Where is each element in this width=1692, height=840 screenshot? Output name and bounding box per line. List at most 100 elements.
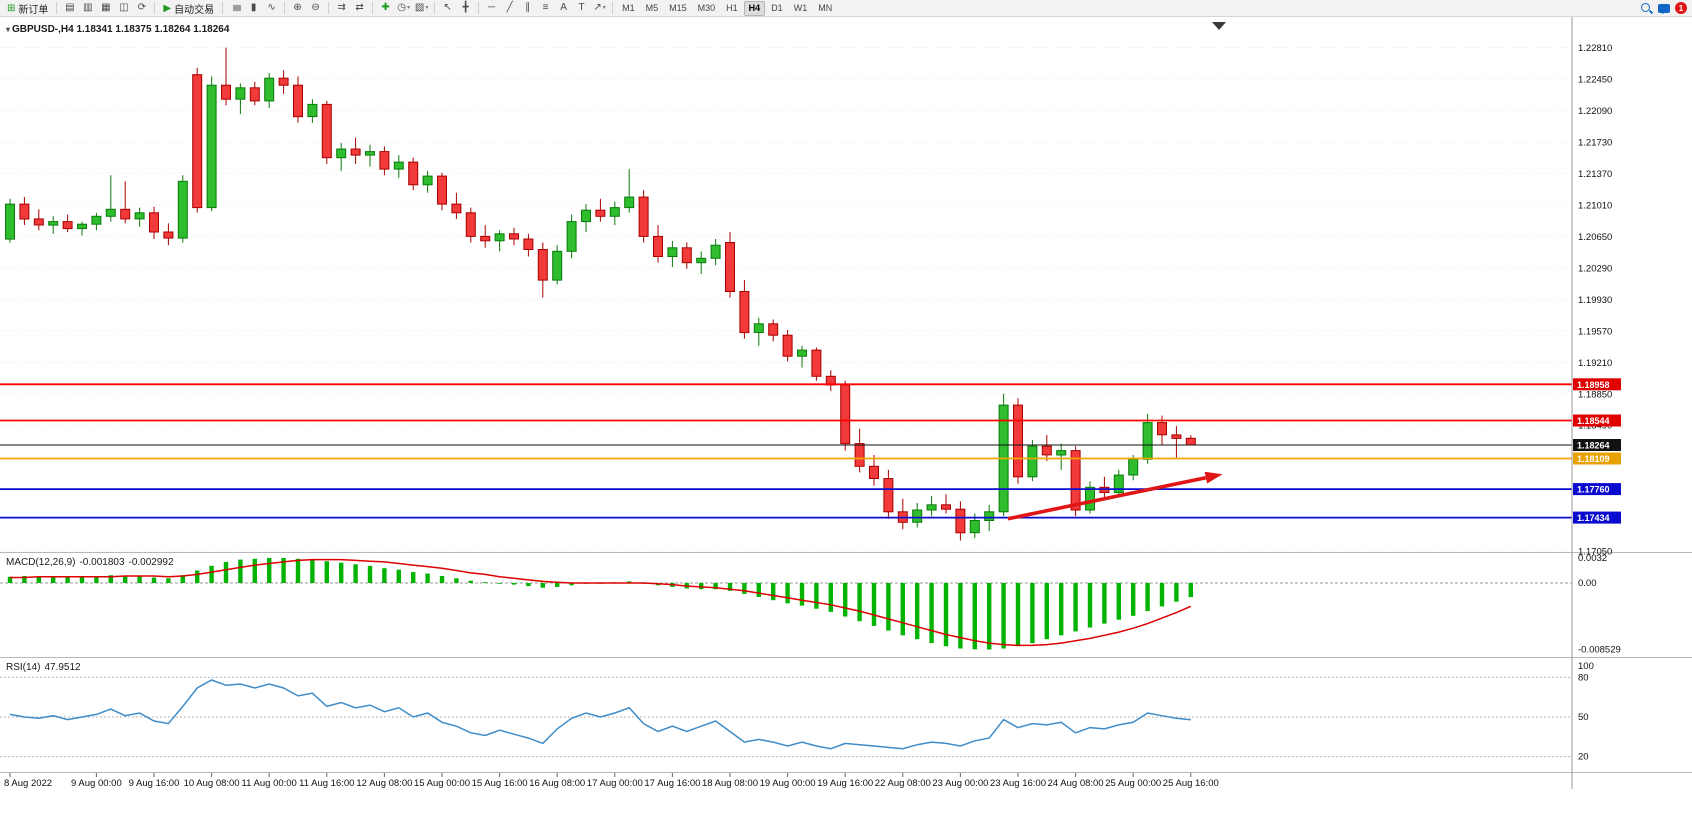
price-tag: 1.17760 <box>1573 483 1621 496</box>
toolbar-separator <box>434 2 436 14</box>
svg-text:9 Aug 00:00: 9 Aug 00:00 <box>71 778 122 789</box>
svg-text:1.22090: 1.22090 <box>1578 106 1612 117</box>
price-tag: 1.18544 <box>1573 414 1621 427</box>
timeframe-h1[interactable]: H1 <box>726 2 738 13</box>
chart-canvas[interactable]: ▾ GBPUSD-,H4 1.18341 1.18375 1.18264 1.18… <box>0 17 1692 840</box>
svg-text:20: 20 <box>1578 752 1589 763</box>
toolbar-separator <box>56 2 58 14</box>
chart-shift-icon[interactable]: ⇄ <box>355 2 364 13</box>
chevron-down-icon: ▾ <box>406 5 410 11</box>
strategy-tester-icon[interactable]: ⟳ <box>137 2 147 13</box>
price-tag: 1.18264 <box>1573 439 1621 451</box>
cursor-icon[interactable]: ↖ <box>443 2 452 13</box>
svg-text:15 Aug 16:00: 15 Aug 16:00 <box>472 778 528 789</box>
text-icon[interactable]: A <box>560 2 567 13</box>
equidistant-channel-icon[interactable]: ∥ <box>525 2 531 13</box>
timeframe-h4[interactable]: H4 <box>743 0 766 16</box>
search-icon[interactable] <box>1640 2 1653 15</box>
arrows-icon[interactable]: ↗ ▾ <box>593 2 606 13</box>
svg-text:25 Aug 00:00: 25 Aug 00:00 <box>1105 778 1161 789</box>
trend-arrow[interactable] <box>1007 471 1223 521</box>
new-order-button[interactable]: ⊞ 新订单 <box>3 1 52 16</box>
timeframe-mn[interactable]: MN <box>818 2 833 13</box>
periods-icon[interactable]: ◷ ▾ <box>397 2 410 13</box>
svg-text:1.20650: 1.20650 <box>1578 232 1612 243</box>
timeframe-group: M1 M5 M15 M30 H1 H4 D1 W1 MN <box>617 0 837 16</box>
templates-icon[interactable]: ▧ ▾ <box>414 2 429 13</box>
toolbar: ⊞ 新订单 ▤ ▥ ▦ ◫ ⟳ ▶ 自动交易 ≣ ▮ ∿ ⊕ ⊖ ⇉ ⇄ ✚ ◷ ▾ ▧ ▾ ↖ ╋ ─ ╱ ∥ ≡ A T ↗… <box>0 0 1692 17</box>
chart-shift-marker <box>1212 22 1226 30</box>
community-chat-icon[interactable] <box>1658 3 1670 14</box>
svg-text:100: 100 <box>1578 661 1594 672</box>
price-axis[interactable]: 1.22810 1.22450 1.22090 1.21730 1.21370 1.210… <box>1573 43 1621 558</box>
trendline-icon[interactable]: ╱ <box>506 2 513 13</box>
svg-text:1.19930: 1.19930 <box>1578 295 1612 306</box>
svg-text:9 Aug 16:00: 9 Aug 16:00 <box>129 778 180 789</box>
svg-text:1.18109: 1.18109 <box>1577 454 1610 464</box>
svg-text:1.21730: 1.21730 <box>1578 138 1612 149</box>
zoom-out-icon[interactable]: ⊖ <box>311 2 320 13</box>
svg-text:1.18544: 1.18544 <box>1577 416 1610 426</box>
svg-text:19 Aug 16:00: 19 Aug 16:00 <box>817 778 873 789</box>
horizontal-line-icon[interactable]: ─ <box>488 2 496 13</box>
navigator-icon[interactable]: ▦ <box>101 2 111 13</box>
terminal-icon[interactable]: ◫ <box>119 2 129 13</box>
line-chart-icon[interactable]: ∿ <box>267 2 276 13</box>
svg-text:10 Aug 08:00: 10 Aug 08:00 <box>184 778 240 789</box>
svg-text:17 Aug 00:00: 17 Aug 00:00 <box>587 778 643 789</box>
text-label-icon[interactable]: T <box>578 2 585 13</box>
fibonacci-icon[interactable]: ≡ <box>542 2 549 13</box>
timeframe-w1[interactable]: W1 <box>793 2 808 13</box>
svg-text:8 Aug 2022: 8 Aug 2022 <box>4 778 52 789</box>
toolbar-separator <box>328 2 330 14</box>
svg-text:23 Aug 16:00: 23 Aug 16:00 <box>990 778 1046 789</box>
svg-text:24 Aug 08:00: 24 Aug 08:00 <box>1048 778 1104 789</box>
svg-text:17 Aug 16:00: 17 Aug 16:00 <box>644 778 700 789</box>
auto-scroll-icon[interactable]: ⇉ <box>337 2 346 13</box>
autotrading-button[interactable]: ▶ 自动交易 <box>159 1 218 16</box>
candlestick-chart-icon[interactable]: ▮ <box>250 2 257 13</box>
autotrading-label: 自动交易 <box>174 4 215 16</box>
svg-text:12 Aug 08:00: 12 Aug 08:00 <box>356 778 412 789</box>
rsi-levels <box>0 676 1572 758</box>
svg-text:11 Aug 00:00: 11 Aug 00:00 <box>242 778 297 789</box>
svg-text:80: 80 <box>1578 672 1589 683</box>
toolbar-separator <box>222 2 224 14</box>
timeframe-d1[interactable]: D1 <box>771 2 783 13</box>
svg-text:1.22450: 1.22450 <box>1578 75 1612 86</box>
svg-text:1.21370: 1.21370 <box>1578 169 1612 180</box>
toolbar-separator <box>372 2 374 14</box>
toolbar-separator <box>612 2 614 14</box>
timeframe-m30[interactable]: M30 <box>697 2 716 13</box>
price-tag: 1.17434 <box>1573 511 1621 524</box>
bar-chart-icon[interactable]: ≣ <box>230 3 242 13</box>
crosshair-icon[interactable]: ╋ <box>462 2 469 13</box>
zoom-in-icon[interactable]: ⊕ <box>293 2 302 13</box>
timeframe-m1[interactable]: M1 <box>622 2 635 13</box>
svg-text:18 Aug 08:00: 18 Aug 08:00 <box>702 778 758 789</box>
macd-histogram <box>7 558 1193 650</box>
indicators-icon[interactable]: ✚ <box>381 2 390 13</box>
time-axis[interactable]: 8 Aug 2022 9 Aug 00:00 9 Aug 16:00 10 Aug 0… <box>4 773 1219 789</box>
data-window-icon[interactable]: ▥ <box>83 2 93 13</box>
svg-text:1.19210: 1.19210 <box>1578 358 1612 369</box>
timeframe-m5[interactable]: M5 <box>645 2 659 13</box>
svg-text:0.0032: 0.0032 <box>1578 553 1607 564</box>
svg-text:16 Aug 08:00: 16 Aug 08:00 <box>529 778 585 789</box>
notification-badge[interactable]: 1 <box>1675 2 1687 14</box>
svg-text:1.18264: 1.18264 <box>1577 441 1610 451</box>
horizontal-lines <box>0 383 1572 519</box>
toolbar-right: 1 <box>1640 2 1689 15</box>
price-tag: 1.18109 <box>1573 452 1621 465</box>
market-watch-icon[interactable]: ▤ <box>65 2 75 13</box>
price-tag: 1.18958 <box>1573 378 1621 391</box>
toolbar-separator <box>154 2 156 14</box>
svg-text:15 Aug 00:00: 15 Aug 00:00 <box>414 778 470 789</box>
svg-text:1.18850: 1.18850 <box>1578 389 1612 400</box>
toolbar-separator <box>284 2 286 14</box>
price-gridlines <box>0 47 1572 552</box>
svg-text:1.21010: 1.21010 <box>1578 200 1612 211</box>
timeframe-m15[interactable]: M15 <box>669 2 687 13</box>
